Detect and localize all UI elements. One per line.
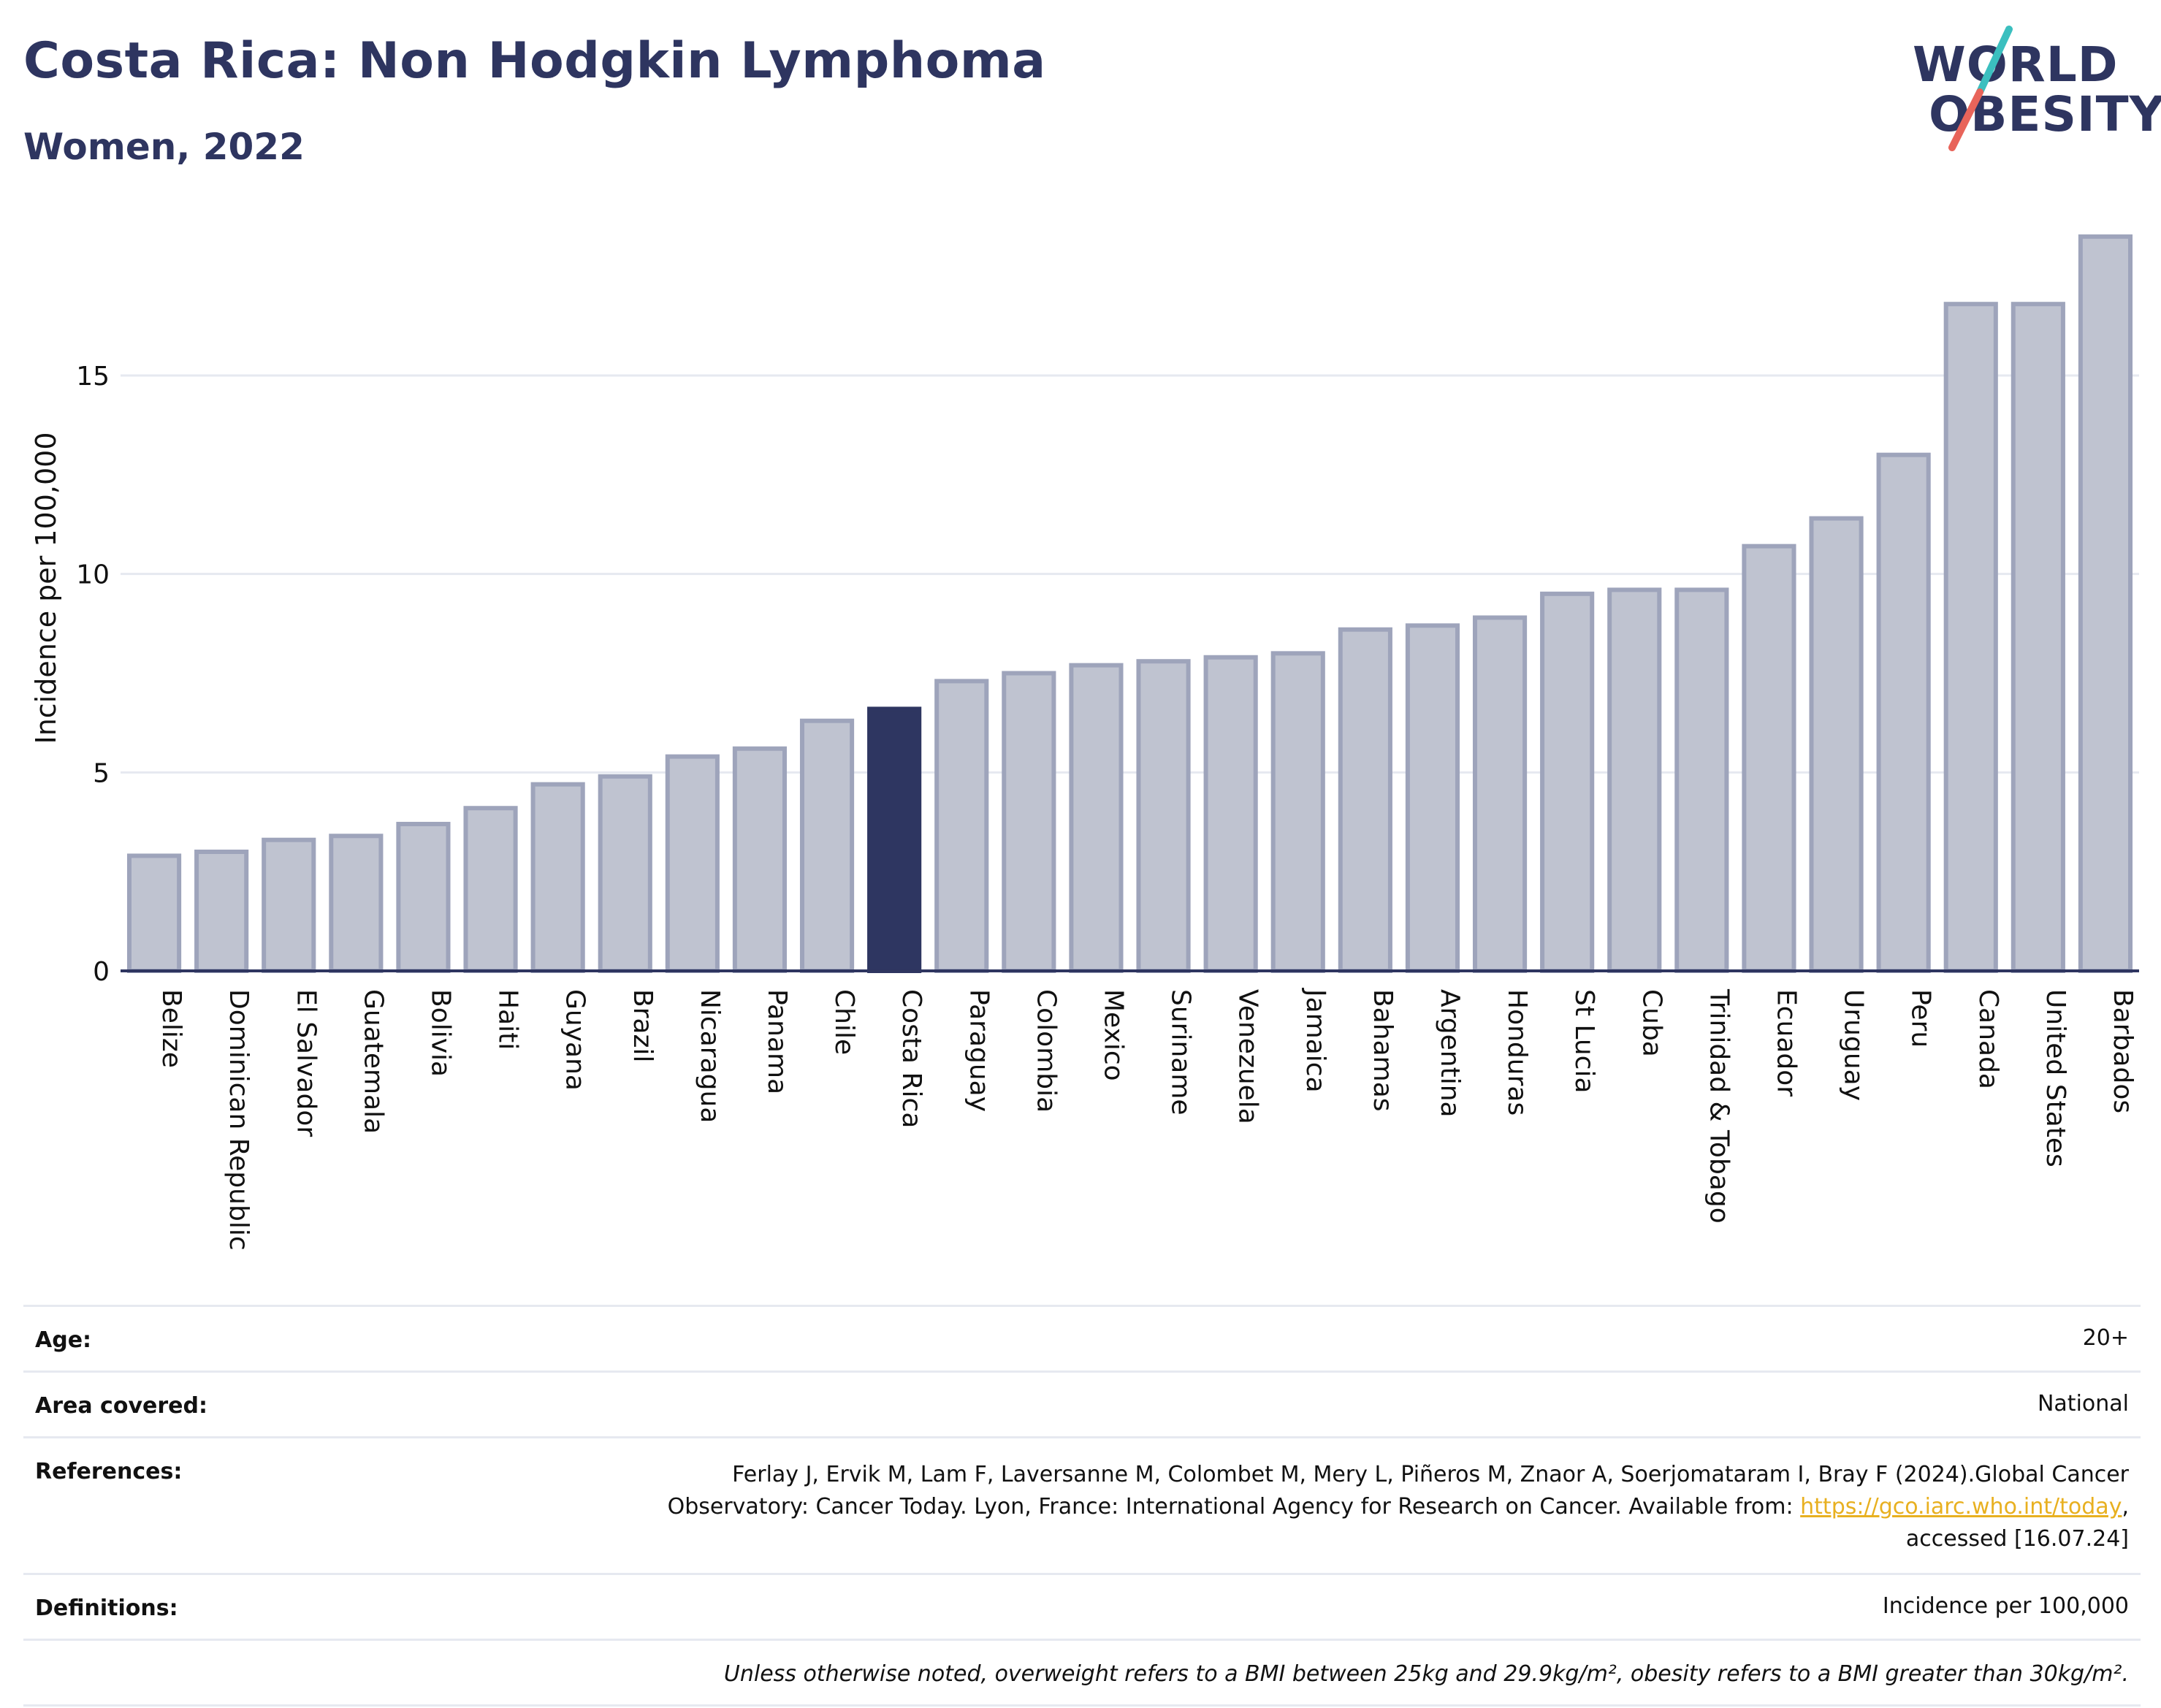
x-tick-label: Brazil [628, 989, 658, 1062]
bar-guyana [530, 782, 585, 973]
bar-ecuador [1742, 544, 1796, 973]
bar-st-lucia [1540, 591, 1595, 973]
info-row-area: Area covered: National [23, 1370, 2141, 1436]
x-tick-label: Argentina [1435, 989, 1465, 1118]
age-label: Age: [35, 1327, 92, 1353]
x-tick-label: Peru [1906, 989, 1936, 1048]
x-tick-label: United States [2040, 989, 2070, 1167]
y-tick-label: 10 [76, 560, 110, 590]
references-link[interactable]: https://gco.iarc.who.int/today [1800, 1494, 2122, 1520]
bar-guatemala [329, 834, 384, 974]
references-value: Ferlay J, Ervik M, Lam F, Laversanne M, … [668, 1459, 2129, 1555]
y-tick-label: 15 [76, 362, 110, 392]
area-label: Area covered: [35, 1393, 207, 1419]
bar-jamaica [1270, 651, 1325, 973]
axis-labels: 0 5 10 15 Belize Dominican Republic El Salvado… [76, 362, 2138, 1251]
x-tick-label: Honduras [1502, 989, 1532, 1116]
bar-bolivia [396, 821, 451, 974]
x-tick-label: Guatemala [358, 989, 388, 1134]
info-row-references: References: Ferlay J, Ervik M, Lam F, La… [23, 1436, 2141, 1573]
x-tick-label: Jamaica [1300, 988, 1330, 1093]
references-line-2: Observatory: Cancer Today. Lyon, France:… [667, 1494, 1801, 1520]
bar-chart: 0 5 10 15 Belize Dominican Republic El Salvado… [30, 234, 2139, 1251]
logo-line-1: WORLD [1913, 37, 2119, 93]
x-tick-label: Guyana [560, 989, 590, 1091]
x-tick-label: Venezuela [1233, 989, 1263, 1124]
world-obesity-logo: WORLD OBESITY [1907, 22, 2161, 153]
bar-peru [1876, 452, 1931, 973]
info-table: Age: 20+ Area covered: National Referenc… [23, 1305, 2141, 1707]
bmi-note: Unless otherwise noted, overweight refer… [723, 1661, 2129, 1687]
bar-belize [126, 853, 182, 974]
bar-argentina [1405, 623, 1460, 973]
bar-uruguay [1809, 516, 1864, 973]
x-tick-label: Costa Rica [896, 989, 926, 1128]
bar-costa-rica [867, 706, 922, 974]
references-line-3: accessed [16.07.24] [1905, 1526, 2129, 1552]
x-tick-label: Trinidad & Tobago [1704, 988, 1734, 1224]
page-title: Costa Rica: Non Hodgkin Lymphoma [23, 32, 1046, 90]
bar-canada [1943, 302, 1998, 973]
area-value: National [2037, 1391, 2129, 1417]
bars [126, 234, 2133, 974]
bar-trinidad-tobago [1674, 587, 1729, 973]
bar-haiti [463, 806, 518, 973]
bar-dominican-republic [194, 850, 249, 973]
bar-nicaragua [665, 754, 720, 973]
bar-colombia [1002, 671, 1056, 973]
x-tick-label: El Salvador [291, 989, 321, 1137]
bar-honduras [1472, 615, 1528, 974]
x-tick-label: Bolivia [425, 989, 455, 1077]
references-line-2-end: , [2122, 1494, 2129, 1520]
references-label: References: [35, 1459, 183, 1484]
age-value: 20+ [2082, 1325, 2129, 1351]
bar-suriname [1136, 659, 1191, 973]
x-tick-label: Panama [762, 989, 792, 1094]
page-subtitle: Women, 2022 [23, 126, 305, 168]
bar-panama [732, 746, 788, 973]
x-tick-label: Uruguay [1839, 989, 1869, 1101]
bar-brazil [598, 774, 652, 974]
bar-cuba [1607, 587, 1662, 973]
y-tick-label: 0 [93, 957, 110, 987]
bar-united-states [2011, 302, 2065, 973]
x-tick-label: Barbados [2108, 989, 2138, 1113]
x-tick-label: Suriname [1166, 989, 1196, 1116]
bar-el-salvador [262, 837, 316, 973]
x-tick-label: Chile [829, 989, 859, 1055]
x-tick-label: Paraguay [964, 989, 994, 1112]
definitions-value: Incidence per 100,000 [1882, 1593, 2129, 1619]
x-tick-label: Dominican Republic [224, 989, 254, 1251]
info-row-age: Age: 20+ [23, 1305, 2141, 1370]
bar-bahamas [1338, 627, 1392, 973]
bar-barbados [2078, 234, 2133, 974]
bar-paraguay [934, 679, 989, 973]
x-tick-label: Canada [1973, 989, 2003, 1089]
gridlines [121, 374, 2139, 774]
x-tick-label: Cuba [1636, 989, 1666, 1057]
references-line-1: Ferlay J, Ervik M, Lam F, Laversanne M, … [732, 1462, 2129, 1487]
x-tick-label: Colombia [1031, 989, 1061, 1113]
x-tick-label: Bahamas [1368, 989, 1398, 1112]
x-tick-label: Belize [156, 989, 186, 1068]
x-tick-label: Nicaragua [695, 989, 725, 1123]
bar-venezuela [1203, 655, 1258, 973]
x-tick-label: Haiti [493, 989, 523, 1050]
info-row-note: Unless otherwise noted, overweight refer… [23, 1639, 2141, 1707]
bar-chile [799, 718, 855, 973]
x-tick-label: St Lucia [1569, 989, 1599, 1094]
x-tick-label: Ecuador [1771, 989, 1801, 1097]
y-axis-title: Incidence per 100,000 [30, 432, 62, 744]
x-tick-label: Mexico [1098, 989, 1128, 1081]
definitions-label: Definitions: [35, 1595, 178, 1621]
info-row-definitions: Definitions: Incidence per 100,000 [23, 1573, 2141, 1639]
bar-mexico [1069, 663, 1124, 974]
y-tick-label: 5 [93, 758, 110, 788]
logo-slash-icon [1948, 26, 2013, 151]
